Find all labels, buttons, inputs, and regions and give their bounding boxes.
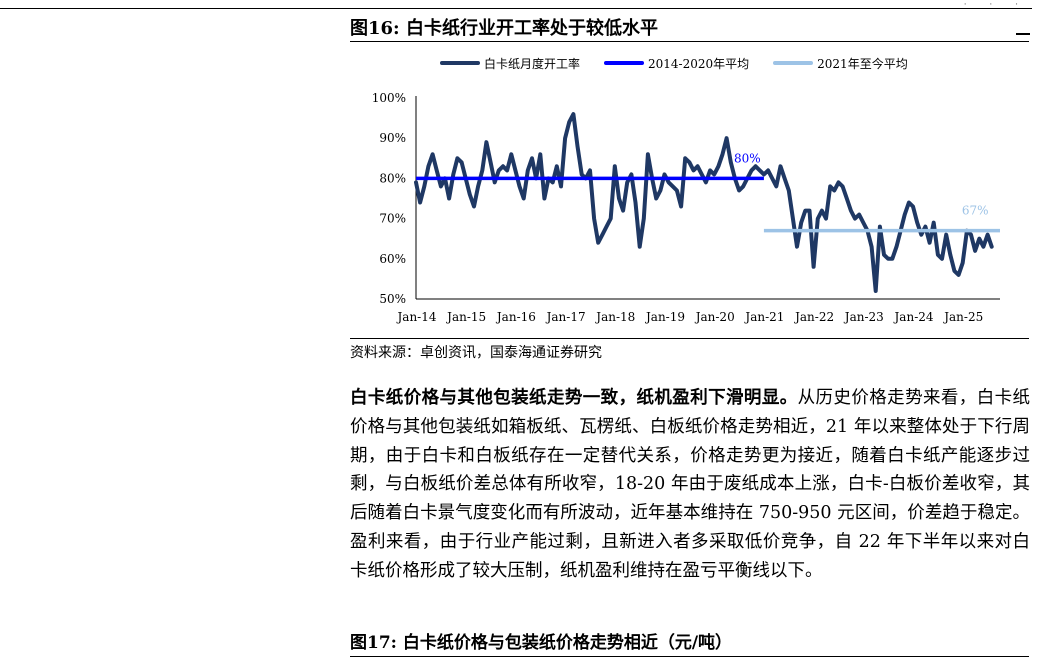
chart-legend: 白卡纸月度开工率 2014-2020年平均 2021年至今平均 [440,54,932,72]
x-tick-label: Jan-18 [594,310,635,324]
avg-label-2021: 67% [962,204,989,218]
x-tick-label: Jan-14 [395,310,436,324]
series-line-monthly [414,112,994,293]
legend-label-avg-2014-2020: 2014-2020年平均 [648,56,750,71]
legend-swatch-avg-2021 [773,61,814,65]
y-tick-label: 50% [379,292,406,306]
legend-item-monthly: 白卡纸月度开工率 [440,55,580,72]
legend-item-avg-2021: 2021年至今平均 [773,55,908,72]
legend-label-avg-2021: 2021年至今平均 [817,56,908,71]
y-tick-label: 80% [379,171,406,185]
x-tick-label: Jan-25 [942,310,983,324]
legend-swatch-avg-2014-2020 [604,61,645,65]
paragraph-lead: 白卡纸价格与其他包装纸走势一致，纸机盈利下滑明显。 [350,388,798,408]
x-tick-label: Jan-15 [445,310,486,324]
legend-label-monthly: 白卡纸月度开工率 [484,56,581,71]
avg-label-2014-2020: 80% [734,151,761,165]
x-tick-label: Jan-21 [743,310,784,324]
y-tick-label: 60% [379,252,406,266]
figure16-title-rule [350,41,1029,42]
analysis-paragraph: 白卡纸价格与其他包装纸走势一致，纸机盈利下滑明显。从历史价格走势来看，白卡纸价格… [350,384,1030,586]
y-tick-label: 90% [379,131,406,145]
page-top-rule [0,8,1032,9]
y-tick-label: 70% [379,212,406,226]
title-dash-mark [1016,33,1030,35]
x-tick-label: Jan-20 [694,310,735,324]
figure16-title: 图16: 白卡纸行业开工率处于较低水平 [350,18,658,39]
utilization-line-chart: 50% 60% 70% 80% 90% 100% Jan-14 Jan-15 Jan-16 Jan… [372,91,1000,324]
y-tick-label: 100% [372,91,406,105]
corner-marks: · · · [963,0,1028,10]
figure17-title-rule [350,656,1029,657]
legend-swatch-monthly [440,61,480,65]
figure16-source: 资料来源：卓创资讯，国泰海通证券研究 [350,345,602,361]
x-tick-label: Jan-16 [495,310,536,324]
x-tick-label: Jan-23 [843,310,884,324]
x-tick-label: Jan-19 [644,310,685,324]
x-tick-label: Jan-17 [545,310,586,324]
legend-item-avg-2014-2020: 2014-2020年平均 [604,55,749,72]
chart-bottom-rule [350,338,1029,339]
x-tick-label: Jan-22 [793,310,834,324]
figure17-title: 图17: 白卡纸价格与包装纸价格走势相近（元/吨） [350,633,733,653]
paragraph-body: 从历史价格走势来看，白卡纸价格与其他包装纸如箱板纸、瓦楞纸、白板纸价格走势相近，… [350,388,1031,581]
x-tick-label: Jan-24 [893,310,934,324]
